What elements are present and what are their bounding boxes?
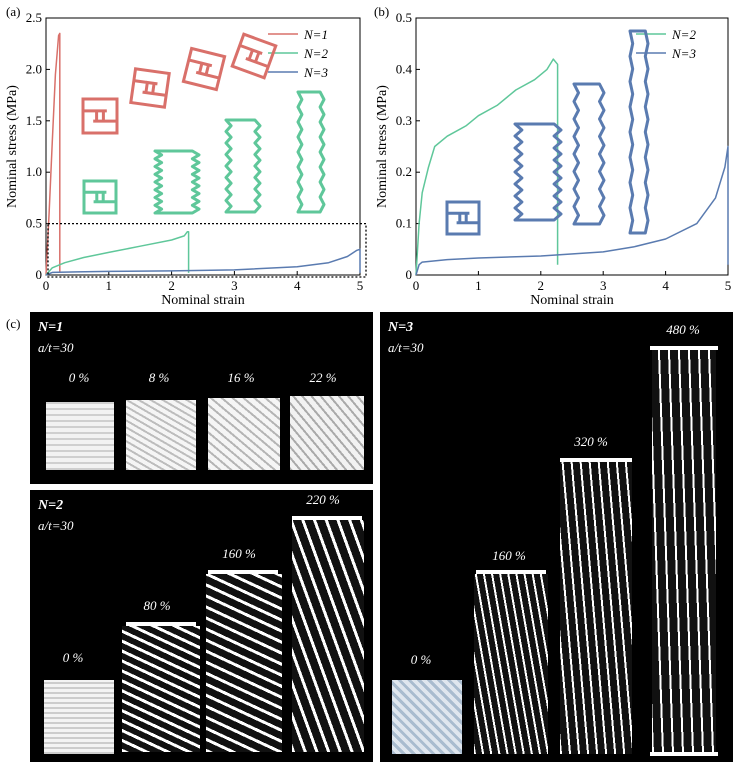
sample-n2-1 — [122, 626, 200, 752]
deformed-cell-n2-1-icon — [153, 149, 201, 215]
deformed-cell-n2-2-icon — [224, 118, 262, 214]
sample-n1-3 — [290, 396, 364, 470]
strain-label-n2-1: 80 % — [143, 598, 171, 613]
chart-a-ytick-label: 0 — [36, 267, 43, 282]
chart-b-ytick-label: 0.1 — [396, 216, 412, 231]
unit-cell-n3-0-icon — [445, 200, 481, 236]
chart-a-legend-label: N=3 — [303, 65, 328, 80]
strain-label-n1-0: 0 % — [68, 370, 90, 385]
panel-label-a: (a) — [6, 4, 21, 19]
sample-n3-3 — [652, 350, 716, 754]
strain-label-n3-2: 320 % — [574, 434, 608, 449]
photo-panel-n3: N=3 a/t=30 0 % 160 % 320 % 480 % — [380, 312, 733, 762]
panel-n2-title: N=2 — [38, 498, 64, 513]
chart-b-ytick-label: 0.4 — [396, 61, 413, 76]
chart-a-legend-label: N=2 — [303, 46, 328, 61]
deformed-cell-n2-3-icon — [296, 90, 326, 214]
chart-a-series-line-N3 — [45, 248, 361, 276]
chart-a-xtick-label: 5 — [357, 278, 364, 293]
chart-b-xtick-label: 4 — [662, 278, 669, 293]
chart-b-ylabel: Nominal stress (MPa) — [375, 85, 390, 208]
chart-b-legend-label: N=2 — [671, 27, 696, 42]
chart-a-zoom-region — [47, 222, 367, 278]
chart-a: 0 1 2 3 4 5 0 0.5 1.0 1.5 2.0 2.5 Nominal strain Nomi… — [5, 10, 367, 308]
chart-b-series-line-N2 — [415, 58, 559, 276]
strain-label-n1-2: 16 % — [227, 370, 255, 385]
panel-n2-ratio: a/t=30 — [38, 518, 74, 533]
unit-cell-n1-3-icon — [230, 32, 278, 80]
chart-a-series-line-N1 — [45, 32, 61, 276]
chart-b-ytick-label: 0.5 — [396, 10, 412, 25]
chart-b-xtick-label: 2 — [538, 278, 545, 293]
sample-n3-0 — [392, 680, 462, 754]
panel-n3-title: N=3 — [388, 320, 414, 335]
chart-a-ytick-label: 1.0 — [26, 164, 42, 179]
panel-label-c: (c) — [6, 316, 21, 331]
strain-label-n1-3: 22 % — [309, 370, 337, 385]
sample-n1-2 — [208, 398, 280, 470]
photo-panel-n1: N=1 a/t=30 0 % 8 % 16 % 22 % — [30, 312, 373, 484]
chart-a-ytick-label: 0.5 — [26, 216, 42, 231]
chart-b-xlabel: Nominal strain — [530, 293, 614, 308]
chart-a-xtick-label: 0 — [43, 278, 50, 293]
deformed-cell-n3-3-icon — [628, 29, 650, 235]
sample-n1-1 — [126, 400, 196, 470]
unit-cell-n1-0-icon — [81, 97, 119, 135]
chart-a-ytick-label: 2.5 — [26, 10, 42, 25]
chart-b-ytick-label: 0.2 — [396, 164, 412, 179]
sample-n2-3 — [292, 520, 364, 752]
panel-n1-title: N=1 — [38, 320, 64, 335]
chart-a-ytick-label: 1.5 — [26, 113, 42, 128]
panel-n1-ratio: a/t=30 — [38, 340, 74, 355]
chart-b-xtick-label: 0 — [413, 278, 420, 293]
sample-n2-0 — [44, 680, 114, 754]
chart-a-xtick-label: 2 — [168, 278, 175, 293]
strain-label-n1-1: 8 % — [148, 370, 170, 385]
sample-n3-2 — [560, 462, 632, 754]
deformed-cell-n3-1-icon — [513, 122, 563, 222]
strain-label-n3-3: 480 % — [666, 322, 700, 337]
sample-n1-0 — [46, 402, 114, 470]
unit-cell-n2-0-icon — [82, 179, 118, 215]
strain-label-n3-1: 160 % — [492, 548, 526, 563]
chart-a-xtick-label: 1 — [106, 278, 113, 293]
sample-n3-1 — [474, 574, 548, 754]
chart-a-ytick-label: 2.0 — [26, 61, 42, 76]
chart-a-legend-label: N=1 — [303, 27, 328, 42]
sample-n2-2 — [206, 574, 282, 752]
strain-label-n3-0: 0 % — [410, 652, 432, 667]
unit-cell-n1-1-icon — [129, 67, 171, 109]
strain-label-n2-0: 0 % — [62, 650, 84, 665]
strain-label-n2-3: 220 % — [306, 492, 340, 507]
chart-a-series-line-N2 — [45, 231, 190, 276]
panel-label-b: (b) — [374, 4, 390, 19]
unit-cell-n1-2-icon — [181, 46, 227, 92]
chart-b-xtick-label: 3 — [600, 278, 607, 293]
chart-a-xlabel: Nominal strain — [161, 293, 245, 308]
chart-b-legend-label: N=3 — [671, 46, 696, 61]
chart-b-ytick-label: 0.3 — [396, 113, 412, 128]
panel-n3-ratio: a/t=30 — [388, 340, 424, 355]
chart-b-series-line-N3 — [415, 145, 729, 276]
chart-a-ylabel: Nominal stress (MPa) — [5, 85, 20, 208]
chart-b-ytick-label: 0 — [406, 267, 413, 282]
chart-a-plot-frame — [45, 17, 361, 276]
chart-b: 0 1 2 3 4 5 0 0.1 0.2 0.3 0.4 0.5 Nominal strain Nomi… — [375, 10, 732, 308]
chart-b-xtick-label: 5 — [725, 278, 732, 293]
chart-a-xtick-label: 4 — [294, 278, 301, 293]
chart-a-xtick-label: 3 — [231, 278, 238, 293]
strain-label-n2-2: 160 % — [222, 546, 256, 561]
chart-b-xtick-label: 1 — [475, 278, 482, 293]
deformed-cell-n3-2-icon — [572, 82, 606, 226]
photo-panel-n2: N=2 a/t=30 0 % 80 % 160 % 220 % — [30, 490, 373, 762]
